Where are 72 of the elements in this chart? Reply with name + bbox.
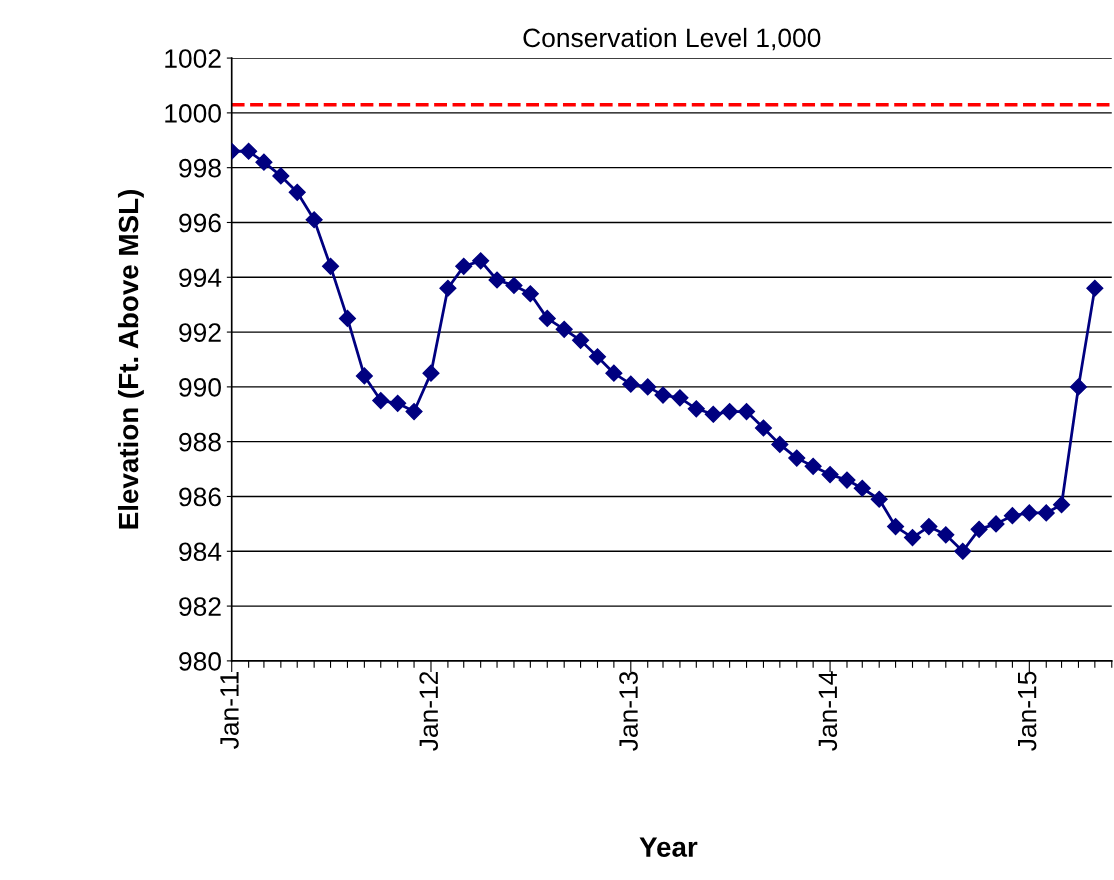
point — [970, 520, 988, 538]
point — [272, 167, 290, 185]
y-tick-label: 988 — [179, 432, 221, 452]
point — [355, 367, 373, 385]
point — [987, 515, 1005, 533]
point — [737, 402, 756, 421]
point — [505, 276, 523, 295]
point — [305, 211, 323, 229]
point — [937, 526, 955, 544]
point — [555, 320, 573, 338]
point — [605, 364, 623, 382]
x-tick-label: Jan-12 — [419, 671, 439, 751]
point — [588, 348, 607, 366]
y-tick-label: 980 — [179, 652, 221, 671]
point — [771, 435, 789, 453]
point — [439, 279, 457, 297]
y-tick-label: 986 — [179, 487, 221, 507]
y-tick-label: 1002 — [165, 49, 221, 68]
point — [853, 479, 871, 497]
point — [1086, 279, 1104, 297]
point — [538, 309, 556, 327]
y-tick-label: 996 — [179, 213, 221, 233]
point — [887, 518, 905, 536]
point — [1020, 504, 1038, 522]
y-tick-label: 984 — [179, 542, 222, 562]
y-tick-label: 990 — [179, 378, 221, 397]
point — [721, 402, 739, 421]
point — [754, 419, 773, 437]
y-axis-title: Elevation (Ft. Above MSL) — [117, 190, 144, 529]
chart-title: Conservation Level 1,000 — [523, 27, 821, 51]
point — [671, 389, 689, 407]
point — [372, 392, 390, 410]
point — [1037, 504, 1055, 522]
point — [389, 394, 407, 412]
point — [838, 471, 856, 489]
point — [422, 364, 440, 382]
point — [804, 457, 822, 475]
x-axis-title: Year — [639, 837, 698, 857]
x-tick-label: Jan-14 — [818, 671, 838, 751]
point — [639, 378, 657, 396]
point — [687, 400, 705, 418]
point — [1069, 378, 1088, 396]
x-tick-label: Jan-15 — [1018, 671, 1037, 751]
point — [488, 271, 506, 289]
point — [788, 449, 806, 467]
point — [255, 153, 273, 171]
y-tick-label: 998 — [179, 158, 221, 178]
point — [870, 490, 888, 508]
point — [521, 285, 539, 303]
x-tick-label: Jan-13 — [619, 671, 638, 751]
point — [405, 402, 423, 421]
point — [622, 375, 640, 393]
point — [338, 309, 357, 327]
point — [1052, 496, 1071, 514]
point — [821, 466, 839, 484]
point — [321, 257, 340, 275]
point — [572, 331, 590, 349]
y-tick-label: 992 — [179, 323, 221, 342]
y-tick-label: 1000 — [165, 104, 221, 123]
point — [954, 542, 972, 560]
y-tick-label: 982 — [179, 597, 221, 616]
point — [920, 518, 938, 536]
point — [1003, 507, 1021, 525]
point — [704, 405, 722, 423]
point — [903, 529, 922, 547]
y-tick-label: 994 — [179, 268, 222, 288]
x-tick-label: Jan-11 — [220, 671, 239, 749]
point — [455, 257, 473, 275]
point — [472, 252, 490, 270]
point — [654, 386, 672, 404]
point — [240, 142, 258, 160]
point — [288, 183, 306, 201]
